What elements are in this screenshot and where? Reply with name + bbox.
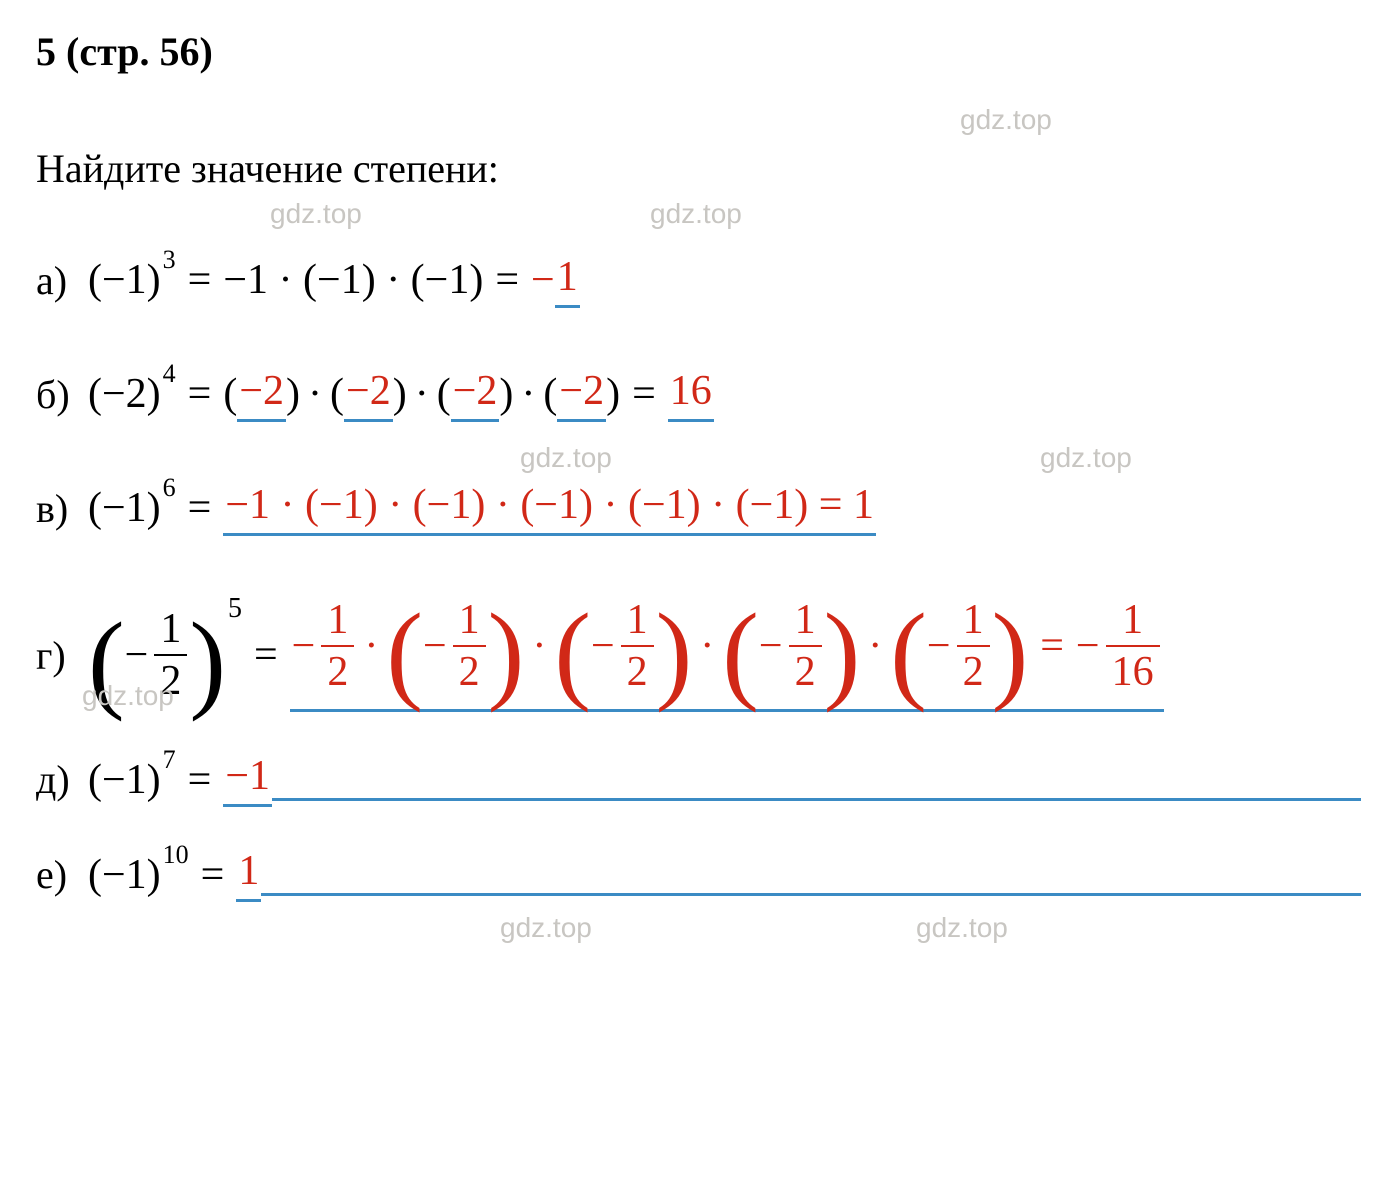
expression: (−1)7 =: [88, 756, 223, 804]
factor: −2: [451, 367, 500, 422]
base: (−1): [88, 484, 161, 532]
base: (−1): [88, 256, 161, 304]
base: (−2): [88, 370, 161, 418]
watermark: gdz.top: [270, 198, 362, 230]
answer-sign: −: [531, 256, 555, 304]
base: (−1): [88, 851, 161, 899]
expansion: −1 · (−1) · (−1): [223, 256, 483, 304]
answer: −1: [223, 752, 272, 807]
exercise-prompt: Найдите значение степени:: [36, 145, 1361, 192]
factor: −2: [557, 367, 606, 422]
answer: 1: [236, 847, 261, 902]
row-e: е) (−1)10 = 1: [36, 847, 1361, 902]
expression: (−1)6 = −1 · (−1) · (−1) · (−1) · (−1) ·…: [88, 481, 876, 536]
watermark: gdz.top: [650, 198, 742, 230]
expression: (−2)4 = (−2)·(−2)·(−2)·(−2) = 16: [88, 367, 714, 422]
row-a: а) (−1)3 = −1 · (−1) · (−1) = −1: [36, 248, 1361, 312]
exponent: 5: [228, 593, 242, 625]
expression: (−1)10 =: [88, 851, 236, 899]
row-label: б): [36, 371, 88, 418]
watermark: gdz.top: [82, 680, 174, 712]
factor: −2: [344, 367, 393, 422]
exponent: 7: [163, 745, 176, 775]
row-d: д) (−1)7 = −1: [36, 752, 1361, 807]
row-label: в): [36, 485, 88, 532]
blank-line: [261, 853, 1361, 896]
expression: (−1)3 = −1 · (−1) · (−1) = −1: [88, 253, 580, 308]
exponent: 10: [163, 840, 189, 870]
watermark: gdz.top: [500, 912, 592, 944]
blank-line: [272, 758, 1361, 801]
watermark: gdz.top: [960, 104, 1052, 136]
row-label: г): [36, 632, 88, 679]
base: (−1): [88, 756, 161, 804]
answer-line: −12·(−12)·(−12)·(−12)·(−12)=−116: [290, 599, 1164, 712]
answer: 16: [668, 367, 714, 422]
row-v: в) (−1)6 = −1 · (−1) · (−1) · (−1) · (−1…: [36, 476, 1361, 540]
exponent: 3: [163, 245, 176, 275]
row-label: е): [36, 851, 88, 898]
watermark: gdz.top: [1040, 442, 1132, 474]
watermark: gdz.top: [520, 442, 612, 474]
factor: −2: [237, 367, 286, 422]
answer-line: −1 · (−1) · (−1) · (−1) · (−1) · (−1) = …: [223, 481, 876, 536]
exponent: 6: [163, 473, 176, 503]
row-label: а): [36, 257, 88, 304]
exponent: 4: [163, 359, 176, 389]
expression: (−12)5 = −12·(−12)·(−12)·(−12)·(−12)=−11…: [88, 599, 1164, 712]
row-g: г) (−12)5 = −12·(−12)·(−12)·(−12)·(−12)=…: [36, 590, 1361, 720]
row-b: б) (−2)4 = (−2)·(−2)·(−2)·(−2) = 16: [36, 362, 1361, 426]
exercise-header: 5 (стр. 56): [36, 28, 1361, 75]
watermark: gdz.top: [916, 912, 1008, 944]
row-label: д): [36, 756, 88, 803]
answer: 1: [555, 253, 580, 308]
